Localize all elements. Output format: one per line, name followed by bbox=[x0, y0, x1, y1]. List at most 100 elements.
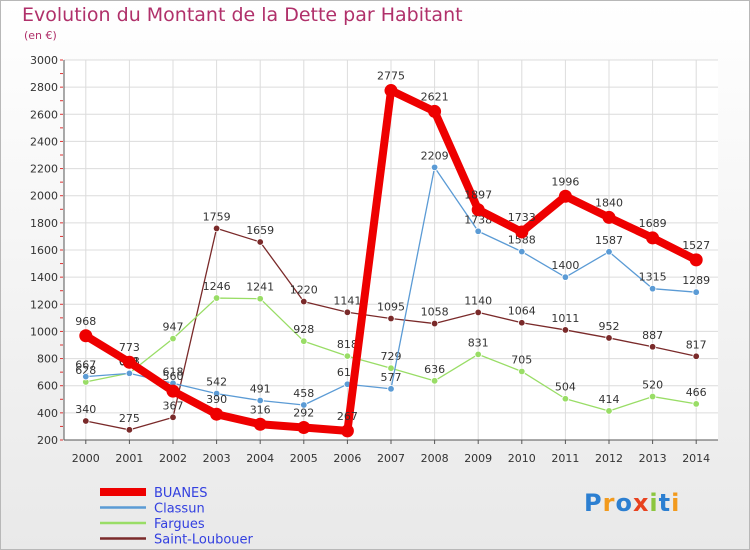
data-label-fargues: 504 bbox=[555, 381, 576, 394]
data-point-buanes bbox=[79, 329, 93, 343]
data-point-classun bbox=[648, 284, 657, 293]
logo-letter: i bbox=[649, 489, 659, 517]
data-label-buanes: 968 bbox=[75, 315, 96, 328]
data-label-fargues: 947 bbox=[163, 321, 184, 334]
data-point-classun bbox=[605, 248, 613, 256]
data-label-buanes: 2621 bbox=[421, 90, 449, 103]
y-tick-label: 1600 bbox=[30, 244, 58, 257]
data-point-buanes bbox=[689, 253, 703, 267]
x-tick-label: 2010 bbox=[508, 452, 536, 465]
data-point-saint-loubouer bbox=[300, 297, 308, 306]
data-point-buanes bbox=[210, 407, 224, 421]
x-tick-label: 2007 bbox=[377, 452, 405, 465]
chart-subtitle: (en €) bbox=[24, 29, 57, 42]
x-tick-label: 2001 bbox=[115, 452, 143, 465]
data-point-buanes bbox=[297, 421, 311, 435]
data-label-saint-loubouer: 1011 bbox=[551, 312, 579, 325]
data-label-saint-loubouer: 1058 bbox=[421, 306, 449, 319]
data-label-saint-loubouer: 1659 bbox=[246, 224, 274, 237]
chart-title: Evolution du Montant de la Dette par Hab… bbox=[22, 4, 463, 26]
data-label-buanes: 1733 bbox=[508, 211, 536, 224]
data-label-fargues: 466 bbox=[686, 386, 707, 399]
data-label-fargues: 818 bbox=[337, 338, 358, 351]
y-tick-label: 3000 bbox=[30, 54, 58, 67]
data-point-saint-loubouer bbox=[343, 308, 352, 316]
data-point-fargues bbox=[430, 377, 439, 385]
data-point-classun bbox=[518, 247, 526, 256]
data-label-classun: 542 bbox=[206, 376, 227, 389]
x-tick-label: 2009 bbox=[464, 452, 492, 465]
data-label-buanes: 267 bbox=[337, 410, 358, 423]
data-point-buanes bbox=[384, 84, 398, 98]
proxiti-logo: Proxiti bbox=[584, 489, 680, 517]
data-point-classun bbox=[692, 288, 700, 296]
data-label-buanes: 1897 bbox=[464, 189, 492, 202]
data-point-saint-loubouer bbox=[125, 426, 134, 434]
data-point-saint-loubouer bbox=[474, 308, 482, 317]
data-point-classun bbox=[256, 396, 264, 405]
y-tick-label: 400 bbox=[37, 407, 58, 420]
data-point-fargues bbox=[300, 337, 308, 345]
data-point-classun bbox=[430, 163, 439, 172]
data-point-buanes bbox=[253, 417, 267, 431]
data-point-buanes bbox=[646, 231, 660, 245]
data-label-buanes: 2775 bbox=[377, 70, 405, 83]
data-point-fargues bbox=[212, 294, 221, 302]
data-label-fargues: 520 bbox=[642, 379, 663, 392]
x-tick-label: 2012 bbox=[595, 452, 623, 465]
data-label-saint-loubouer: 817 bbox=[686, 338, 707, 351]
logo-letter: i bbox=[671, 489, 681, 517]
data-point-saint-loubouer bbox=[256, 238, 264, 246]
data-point-fargues bbox=[561, 395, 570, 403]
data-point-classun bbox=[212, 389, 221, 398]
data-point-saint-loubouer bbox=[82, 417, 90, 425]
data-label-fargues: 928 bbox=[293, 323, 314, 336]
data-point-saint-loubouer bbox=[518, 319, 526, 327]
data-point-fargues bbox=[387, 364, 395, 372]
data-point-saint-loubouer bbox=[169, 413, 177, 422]
data-point-classun bbox=[387, 385, 395, 393]
data-label-saint-loubouer: 1141 bbox=[333, 294, 361, 307]
data-label-buanes: 316 bbox=[250, 403, 271, 416]
x-tick-label: 2004 bbox=[246, 452, 274, 465]
data-point-saint-loubouer bbox=[692, 352, 700, 360]
data-point-classun bbox=[125, 369, 134, 378]
data-label-fargues: 414 bbox=[599, 393, 620, 406]
y-tick-label: 800 bbox=[37, 353, 58, 366]
data-point-buanes bbox=[515, 225, 529, 239]
data-point-fargues bbox=[518, 367, 526, 376]
data-label-saint-loubouer: 952 bbox=[599, 320, 620, 333]
data-label-classun: 1315 bbox=[639, 271, 667, 284]
data-label-classun: 491 bbox=[250, 383, 271, 396]
data-point-saint-loubouer bbox=[212, 224, 221, 233]
data-point-fargues bbox=[169, 334, 177, 343]
x-tick-label: 2006 bbox=[333, 452, 361, 465]
data-label-saint-loubouer: 1759 bbox=[203, 210, 231, 223]
data-point-buanes bbox=[428, 104, 442, 118]
y-tick-label: 1800 bbox=[30, 217, 58, 230]
y-tick-label: 2800 bbox=[30, 81, 58, 94]
data-label-classun: 1587 bbox=[595, 234, 623, 247]
data-point-saint-loubouer bbox=[648, 343, 657, 351]
data-point-saint-loubouer bbox=[387, 314, 395, 323]
data-label-saint-loubouer: 1064 bbox=[508, 305, 536, 318]
legend-label: Saint-Loubouer bbox=[154, 533, 254, 548]
y-tick-label: 1000 bbox=[30, 325, 58, 338]
data-label-classun: 1400 bbox=[551, 259, 579, 272]
x-tick-label: 2008 bbox=[421, 452, 449, 465]
x-tick-label: 2013 bbox=[639, 452, 667, 465]
data-label-saint-loubouer: 275 bbox=[119, 412, 140, 425]
legend-label: BUANES bbox=[154, 486, 208, 501]
data-point-fargues bbox=[648, 392, 657, 401]
data-label-classun: 667 bbox=[75, 359, 96, 372]
data-point-fargues bbox=[692, 400, 700, 408]
data-point-fargues bbox=[474, 350, 482, 359]
data-label-fargues: 705 bbox=[511, 353, 532, 366]
legend-label: Classun bbox=[154, 502, 205, 517]
y-tick-label: 2200 bbox=[30, 163, 58, 176]
data-point-buanes bbox=[558, 189, 572, 203]
x-tick-label: 2014 bbox=[682, 452, 710, 465]
data-label-buanes: 1840 bbox=[595, 196, 623, 209]
data-label-saint-loubouer: 1220 bbox=[290, 284, 318, 297]
